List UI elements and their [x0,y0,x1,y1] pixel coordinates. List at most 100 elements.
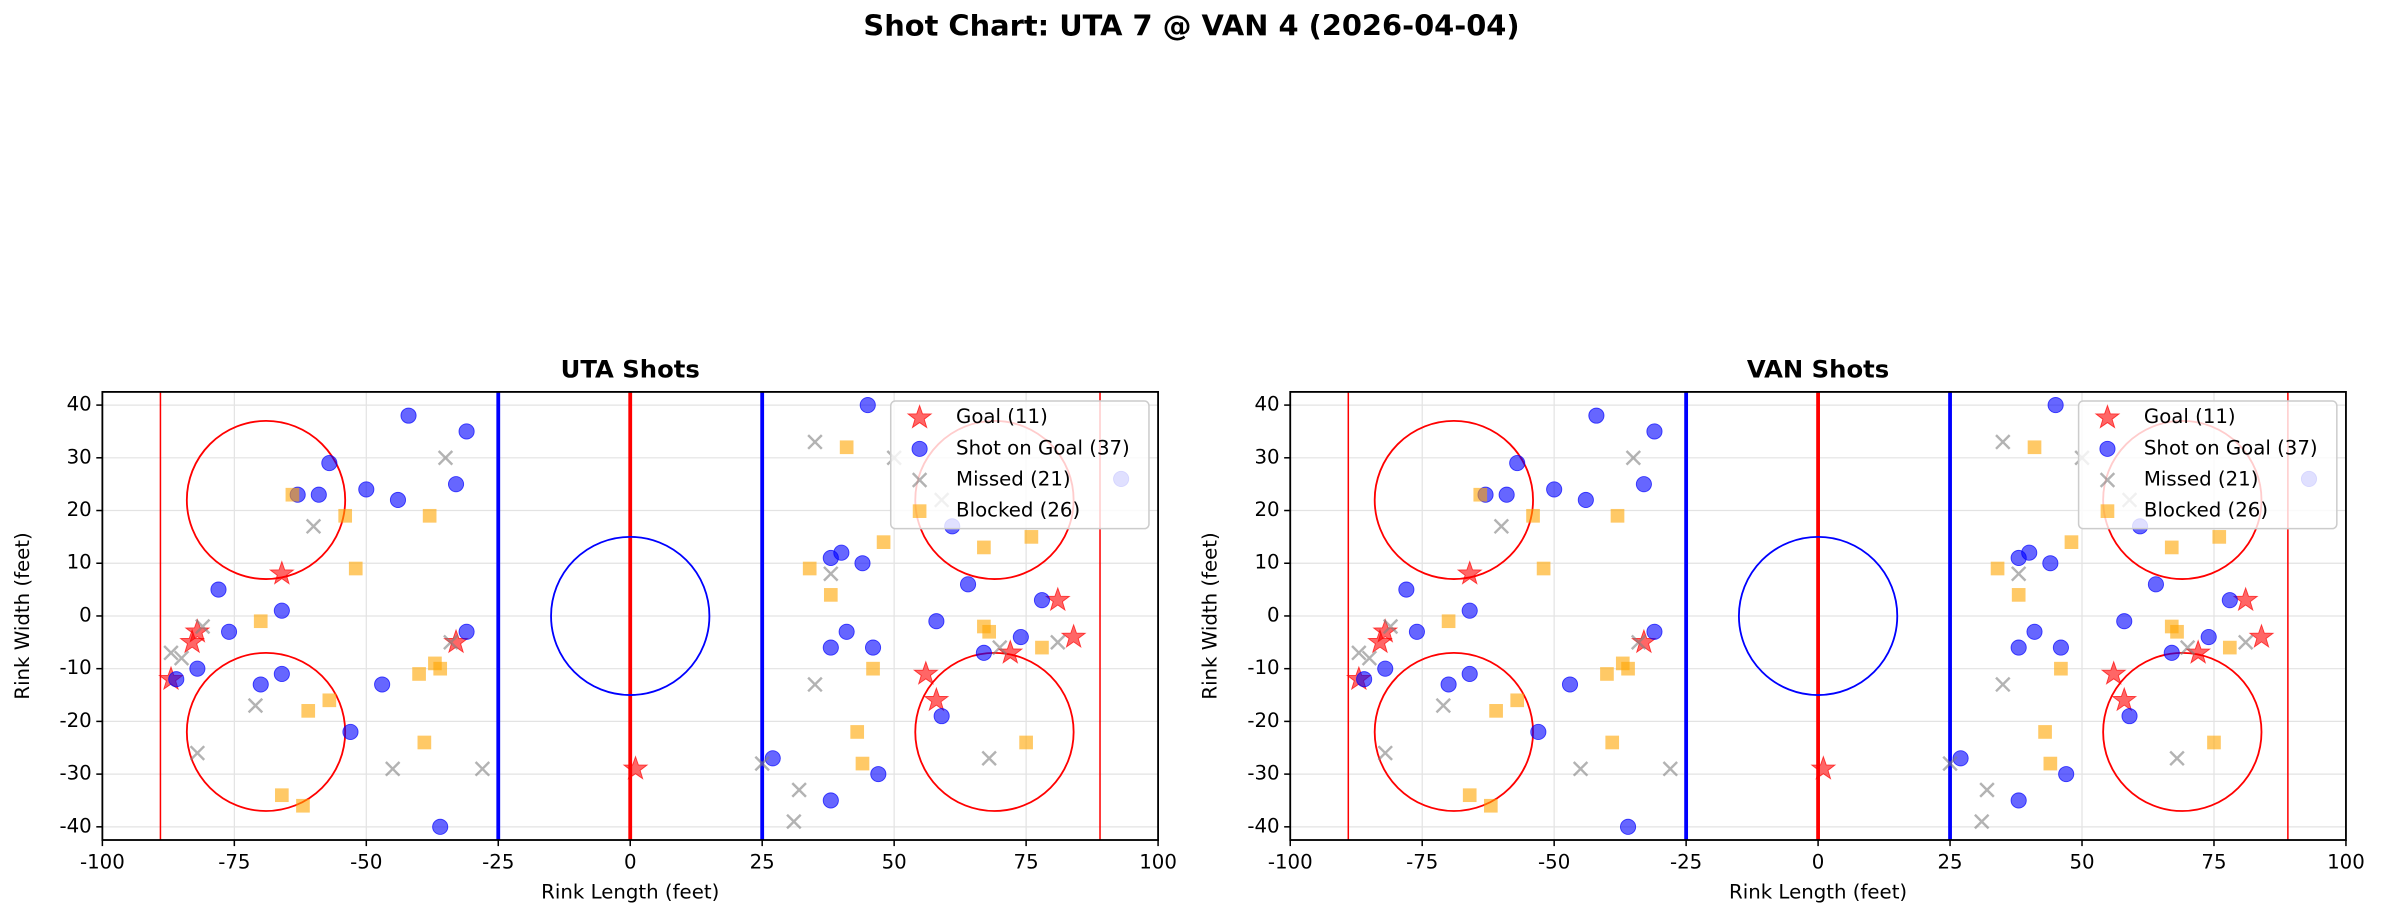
y-tick-label: -40 [60,814,92,837]
blocked-marker [850,725,865,739]
shot-marker [833,544,850,561]
goal-marker [268,560,295,585]
rink-circle [1373,651,1534,812]
x-tick-label: 50 [2069,850,2094,873]
axes-frame [101,390,1159,841]
goal-marker [1060,623,1087,648]
shot-marker [870,766,887,783]
y-tick-label: -10 [1247,656,1279,679]
missed-marker [2169,750,2185,766]
shot-marker [2026,623,2043,640]
y-tick-label: -40 [1247,814,1279,837]
shot-marker [764,750,781,767]
missed-marker [1974,813,1990,830]
shot-marker [859,397,876,414]
missed-marker [437,450,454,466]
missed-marker [384,761,401,777]
blocked-marker [1019,735,1033,750]
shot-marker [2163,644,2180,661]
missed-marker [791,782,807,798]
shot-marker [2200,628,2217,646]
shot-marker [400,407,417,424]
y-tick-label: 40 [1254,393,1279,416]
legend-label: Missed (21) [956,468,1071,491]
panel: -100 -75 -50 -25 0 25 50 75 100-40-30-20-1001020… [11,355,1177,904]
missed-marker [189,745,206,761]
goal-marker [2111,686,2138,712]
x-tick-label: 25 [1937,850,1962,873]
shot-marker [432,818,449,835]
x-tick-label: -25 [482,850,514,873]
missed-marker [807,434,823,450]
missed-marker [1377,745,1393,761]
blocked-marker [1610,508,1625,523]
missed-marker [247,697,264,714]
x-tick-label: -50 [1538,850,1570,873]
shot-marker [1461,602,1478,619]
shot-marker [975,644,992,661]
y-tick-label: -20 [60,709,92,732]
missed-marker [1942,755,1958,772]
x-tick-label: -100 [1268,850,1313,873]
shot-marker [1646,623,1663,640]
goal-marker [2094,404,2121,429]
missed-marker [981,750,997,766]
shot-marker [911,440,928,457]
y-tick-label: 0 [1267,603,1280,626]
rink-circle [550,535,711,696]
shot-marker [2099,440,2116,457]
shot-marker [1377,660,1394,677]
blocked-marker [1605,735,1620,750]
legend-box [889,400,1150,530]
shot-marker [2058,766,2075,783]
x-tick-label: 100 [2327,850,2365,873]
blocked-marker [912,504,927,518]
blocked-marker [417,735,432,750]
plot-area [1290,391,2346,841]
legend-label: Goal (11) [2144,405,2236,428]
y-tick-label: -10 [60,656,92,679]
x-tick-label: 100 [1139,850,1177,873]
shot-marker [1635,476,1652,493]
blocked-marker [977,540,991,555]
missed-marker [2099,472,2116,488]
y-tick-label: -30 [60,762,92,785]
shot-marker [928,613,945,630]
x-tick-label: -50 [350,850,382,873]
missed-marker [163,645,179,661]
legend: Goal (11) Shot on Goal (37) Missed (21) Blo… [2077,400,2338,530]
y-tick-label: 20 [1254,498,1279,521]
rink-circle [1373,419,1534,580]
blocked-marker [1035,640,1049,655]
shot-marker [1440,676,1457,693]
y-tick-label: -20 [1247,709,1279,732]
shot-marker [1033,592,1051,609]
shot-marker [389,491,407,509]
y-tick-label: 20 [67,498,92,521]
shot-marker [374,676,391,693]
goal-marker [179,628,205,654]
missed-marker [911,472,928,488]
missed-marker [1435,697,1452,714]
blocked-marker [1462,788,1477,803]
goal-marker [622,755,649,780]
blocked-marker [285,487,300,502]
blocked-marker [348,561,363,576]
blocked-marker [2011,588,2026,602]
missed-marker [194,618,211,635]
y-tick-label: 40 [67,393,92,416]
blocked-marker [1441,614,1456,629]
blocked-marker [2043,756,2058,771]
shot-marker [458,423,475,440]
missed-marker [1625,450,1642,466]
blocked-marker [1526,508,1540,523]
blocked-marker [855,756,870,771]
goal-marker [912,660,939,685]
legend-label: Blocked (26) [2144,499,2268,522]
blocked-marker [2054,661,2068,676]
missed-marker [1382,618,1399,635]
blocked-marker [839,440,854,455]
blocked-marker [1990,561,2005,576]
shot-marker [1356,671,1373,688]
